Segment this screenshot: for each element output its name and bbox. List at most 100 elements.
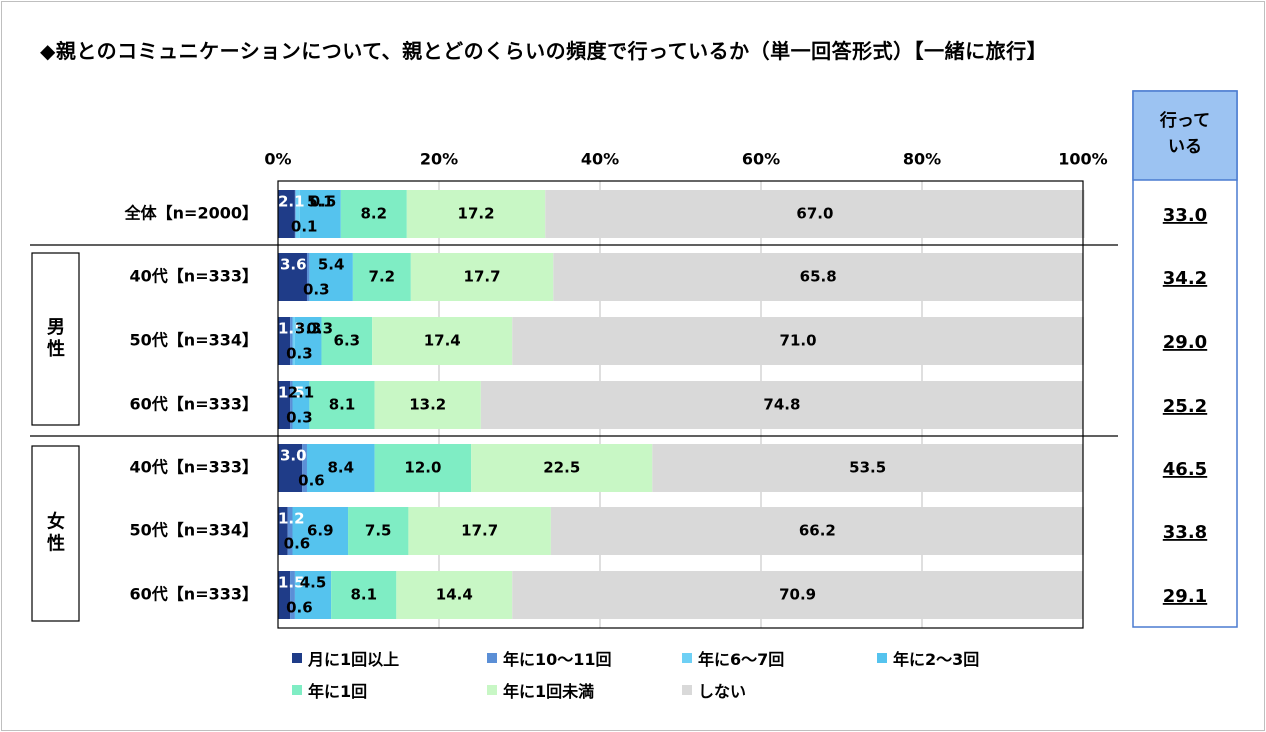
bar-value-label: 53.5: [849, 459, 886, 477]
group-label-char: 男: [47, 317, 65, 338]
bar-segment: [545, 190, 1085, 238]
bar-segment: [321, 317, 373, 365]
bar-value-label: 70.9: [779, 586, 816, 604]
bar-value-label: 22.5: [543, 459, 580, 477]
bar-value-label: 3.3: [295, 320, 322, 338]
bar-segment: [290, 381, 293, 429]
bar-segment: [292, 317, 295, 365]
bar-segment: [396, 571, 513, 619]
bar-value-label: 74.8: [763, 396, 800, 414]
x-tick-label: 0%: [264, 150, 291, 169]
bar-value-label: 3.6: [280, 256, 307, 274]
bar-value-label: 0.6: [284, 535, 311, 553]
side-column-value: 33.0: [1163, 205, 1207, 226]
bar-segment: [408, 507, 551, 555]
bar-segment: [278, 507, 288, 555]
legend-item: 年に6～7回: [682, 647, 877, 669]
bar-value-label: 17.2: [458, 205, 495, 223]
bar-value-label: 14.4: [436, 586, 473, 604]
x-tick-label: 100%: [1058, 150, 1107, 169]
bar-value-label: 0.6: [298, 472, 325, 490]
bar-value-label: 17.7: [464, 268, 501, 286]
bar-value-label: 0.3: [286, 345, 313, 363]
bar-segment: [278, 253, 307, 301]
row-label: 60代【n=333】: [130, 395, 258, 414]
bar-value-label: 12.0: [404, 459, 441, 477]
bar-value-label: 8.4: [328, 459, 355, 477]
bar-segment: [550, 507, 1084, 555]
side-column-header: 行って: [1159, 110, 1210, 131]
bar-segment: [309, 253, 353, 301]
legend-swatch: [487, 685, 497, 695]
bar-value-label: 6.3: [334, 332, 361, 350]
bar-segment: [410, 253, 554, 301]
bar-value-label: 8.2: [361, 205, 388, 223]
bar-value-label: 4.5: [300, 574, 327, 592]
bar-segment: [306, 253, 310, 301]
bar-segment: [294, 317, 322, 365]
group-box: [31, 445, 80, 622]
chart-legend: 月に1回以上 年に10～11回 年に6～7回 年に2～3回 年に1回 年に1回未満 しない: [292, 647, 1072, 701]
bar-segment: [348, 507, 409, 555]
bar-value-label: 8.1: [350, 586, 377, 604]
bar-segment: [278, 444, 303, 492]
side-column-value: 29.1: [1163, 586, 1207, 607]
bar-segment: [340, 190, 407, 238]
bar-segment: [306, 444, 375, 492]
bar-value-label: 67.0: [796, 205, 833, 223]
side-column-value: 29.0: [1163, 332, 1207, 353]
legend-item: しない: [682, 679, 877, 701]
bar-value-label: 1.2: [278, 510, 305, 528]
bar-segment: [553, 253, 1083, 301]
bar-value-label: 5.4: [318, 256, 345, 274]
row-label: 50代【n=334】: [130, 521, 258, 540]
bar-value-label: 0.6: [286, 599, 313, 617]
side-column-header-bg: [1132, 90, 1238, 181]
legend-swatch: [292, 685, 302, 695]
chart-title: ◆親とのコミュニケーションについて、親とどのくらいの頻度で行っているか（単一回答…: [40, 39, 1048, 63]
bar-value-label: 5.1: [307, 193, 334, 211]
bar-segment: [294, 571, 332, 619]
bar-value-label: 1.5: [278, 320, 305, 338]
legend-label: 月に1回以上: [308, 650, 400, 669]
group-label-char: 女: [47, 511, 65, 533]
bar-value-label: 13.2: [409, 396, 446, 414]
x-tick-label: 60%: [742, 150, 780, 169]
x-tick-label: 80%: [903, 150, 941, 169]
bar-segment: [290, 317, 293, 365]
bar-segment: [290, 571, 295, 619]
legend-item: 年に2～3回: [877, 647, 1072, 669]
bar-value-label: 0.3: [286, 409, 313, 427]
bar-segment: [512, 571, 1083, 619]
bar-segment: [374, 381, 481, 429]
bar-segment: [652, 444, 1083, 492]
legend-label: 年に2～3回: [893, 650, 980, 669]
group-label-char: 性: [47, 533, 65, 555]
group-box: [31, 252, 80, 426]
group-label-char: 性: [47, 338, 65, 360]
bar-segment: [471, 444, 653, 492]
legend-swatch: [877, 653, 887, 663]
bar-segment: [480, 381, 1083, 429]
legend-item: 年に1回未満: [487, 679, 682, 701]
plot-border: [277, 180, 1084, 629]
bar-value-label: 1.5: [278, 574, 305, 592]
side-column-value: 33.8: [1163, 522, 1207, 543]
bar-value-label: 17.4: [424, 332, 461, 350]
bar-value-label: 0.3: [306, 320, 333, 338]
bar-value-label: 2.1: [278, 193, 305, 211]
bar-value-label: 0.3: [303, 281, 330, 299]
bar-segment: [512, 317, 1084, 365]
bar-value-label: 1.5: [278, 384, 305, 402]
bar-value-label: 7.2: [369, 268, 396, 286]
legend-item: 月に1回以上: [292, 647, 487, 669]
row-label: 60代【n=333】: [130, 585, 258, 604]
bar-segment: [302, 444, 307, 492]
legend-swatch: [682, 653, 692, 663]
bar-value-label: 8.1: [329, 396, 356, 414]
x-tick-label: 20%: [420, 150, 458, 169]
bar-segment: [374, 444, 472, 492]
legend-label: 年に6～7回: [698, 650, 785, 669]
bar-segment: [278, 317, 291, 365]
row-label: 50代【n=334】: [130, 331, 258, 350]
